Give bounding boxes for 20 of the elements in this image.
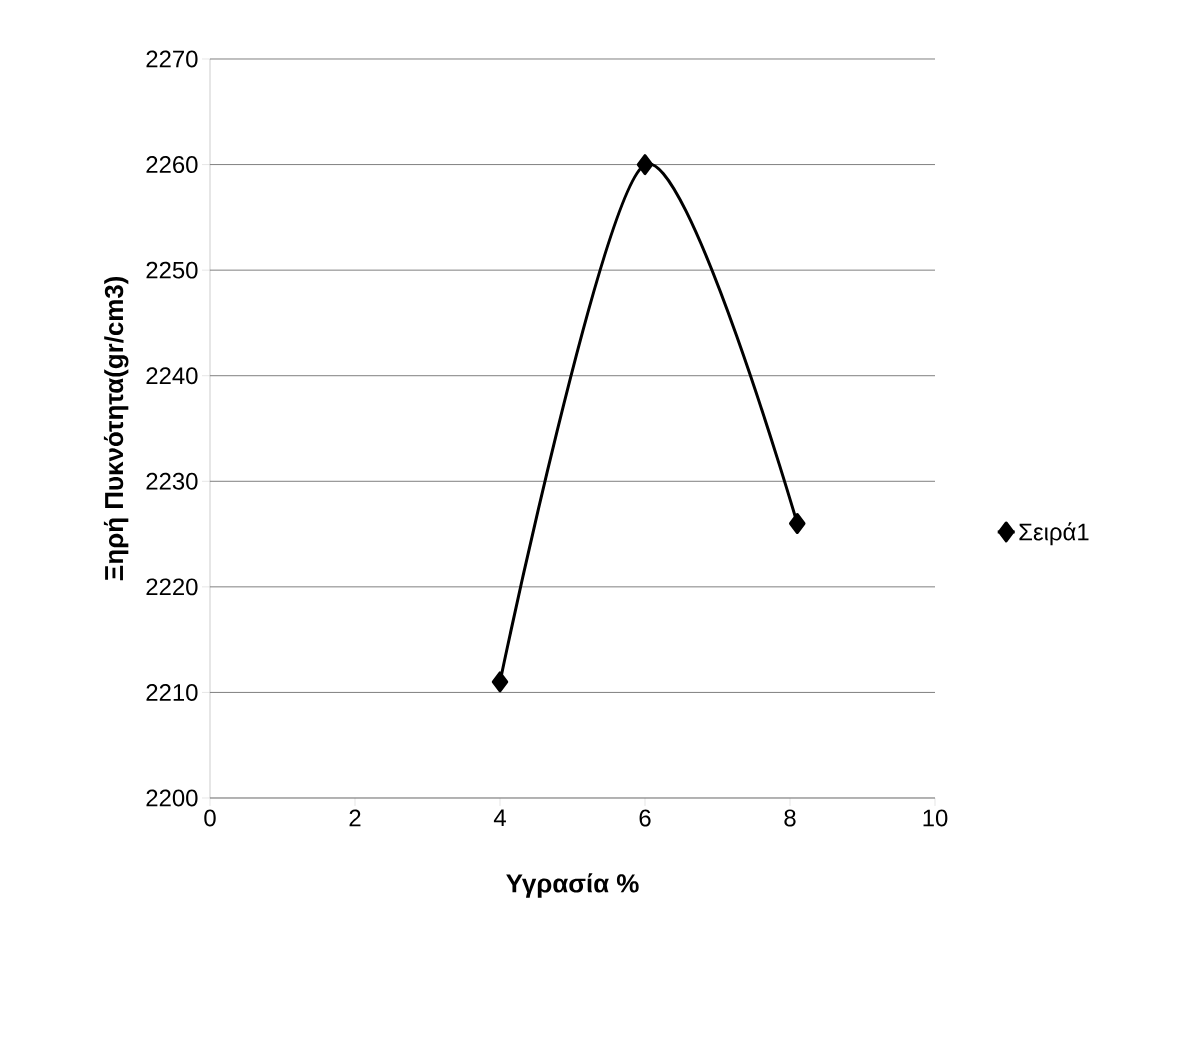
legend-label: Σειρά1 xyxy=(1019,522,1089,546)
x-tick-label: 10 xyxy=(923,809,948,827)
y-tick-label: 2210 xyxy=(146,683,198,701)
y-tick-label: 2220 xyxy=(146,578,198,596)
point xyxy=(636,154,654,176)
y-tick-label: 2200 xyxy=(146,789,198,807)
x-tick-label: 6 xyxy=(639,809,651,827)
x-tick-label: 8 xyxy=(784,809,796,827)
x-tick-label: 2 xyxy=(349,809,361,827)
x-tick-label: 0 xyxy=(204,809,216,827)
y-axis-title: Ξηρή Πυκνότητα(gr/cm3) xyxy=(103,276,129,581)
x-axis-title: Υγρασία % xyxy=(506,873,639,898)
y-tick-label: 2230 xyxy=(146,472,198,490)
point xyxy=(491,671,509,693)
x-tick-label: 4 xyxy=(493,809,506,826)
y-tick-label: 2240 xyxy=(146,367,198,385)
point xyxy=(789,513,806,535)
y-tick-label: 2260 xyxy=(146,156,198,174)
y-tick-label: 2270 xyxy=(146,50,198,68)
y-tick-label: 2250 xyxy=(146,261,198,279)
